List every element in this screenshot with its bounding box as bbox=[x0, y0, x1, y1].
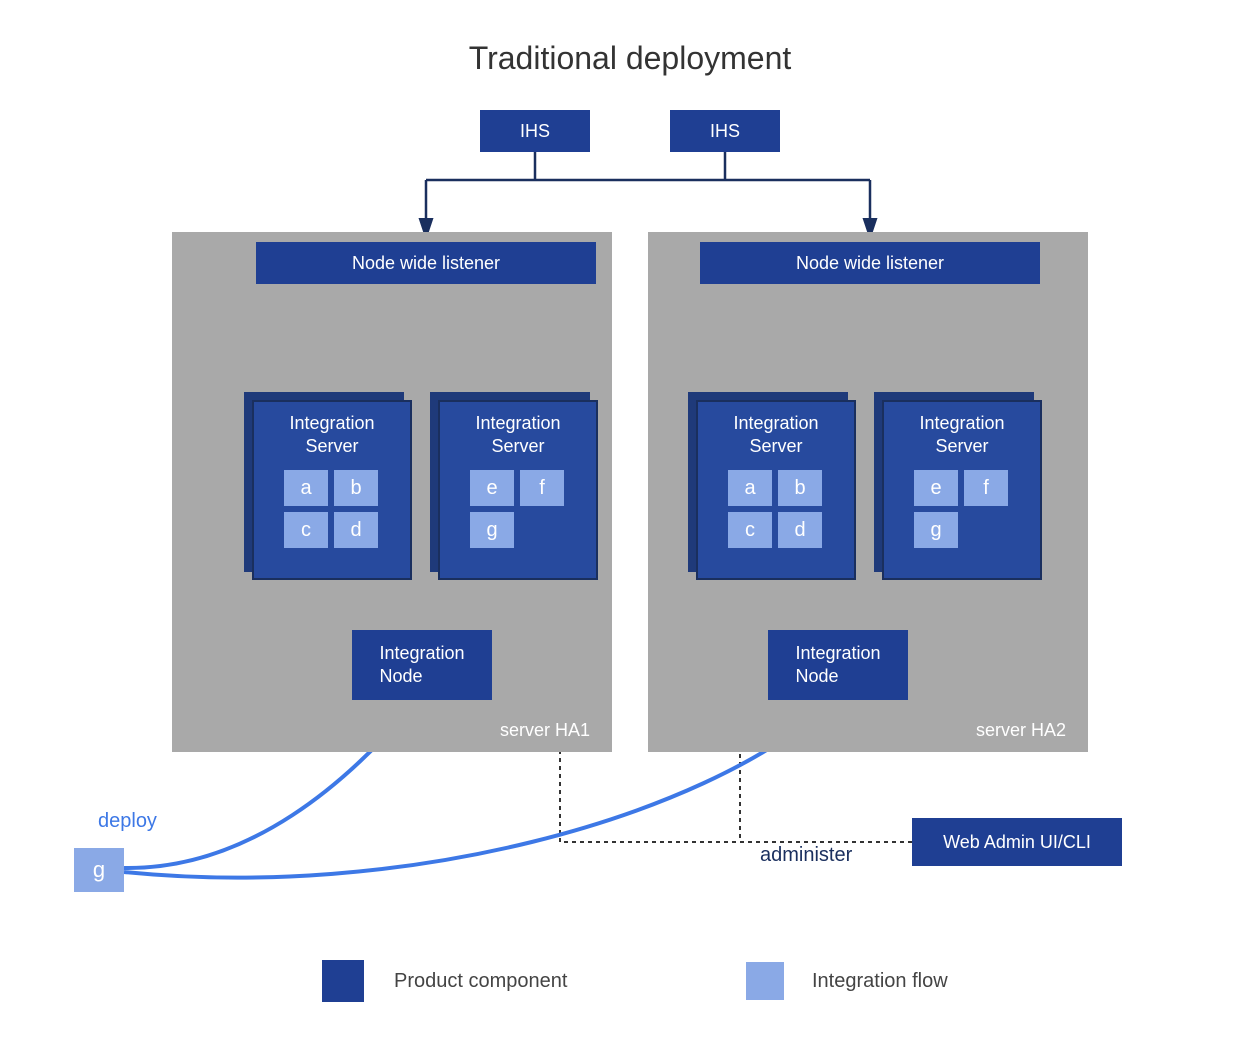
flow-grid-1b: e f g bbox=[470, 470, 564, 548]
flow-box: a bbox=[284, 470, 328, 506]
node-listener-2: Node wide listener bbox=[700, 242, 1040, 284]
ihs-box-1: IHS bbox=[480, 110, 590, 152]
ihs-box-2: IHS bbox=[670, 110, 780, 152]
ihs-label: IHS bbox=[520, 121, 550, 142]
listener-label: Node wide listener bbox=[352, 253, 500, 274]
flow-box: e bbox=[914, 470, 958, 506]
int-server-label: Integration Server bbox=[254, 412, 410, 459]
legend-product-label: Product component bbox=[394, 970, 567, 993]
flow-box: d bbox=[334, 512, 378, 548]
int-node-label: Integration Node bbox=[795, 642, 880, 689]
listener-label: Node wide listener bbox=[796, 253, 944, 274]
integration-node-1: Integration Node bbox=[352, 630, 492, 700]
legend-flow-label: Integration flow bbox=[812, 970, 948, 993]
flow-box: g bbox=[470, 512, 514, 548]
flow-box: b bbox=[778, 470, 822, 506]
flow-box: c bbox=[728, 512, 772, 548]
integration-server-2a: Integration Server a b c d bbox=[696, 400, 856, 580]
deploy-label: deploy bbox=[98, 810, 157, 833]
flow-box: f bbox=[964, 470, 1008, 506]
diagram-title: Traditional deployment bbox=[0, 40, 1260, 77]
integration-server-1a: Integration Server a b c d bbox=[252, 400, 412, 580]
node-listener-1: Node wide listener bbox=[256, 242, 596, 284]
legend-product-swatch bbox=[322, 960, 364, 1002]
server-label-ha2: server HA2 bbox=[976, 720, 1066, 741]
flow-box: g bbox=[914, 512, 958, 548]
flow-box: f bbox=[520, 470, 564, 506]
web-admin-label: Web Admin UI/CLI bbox=[943, 832, 1091, 853]
web-admin-box: Web Admin UI/CLI bbox=[912, 818, 1122, 866]
g-source-label: g bbox=[93, 857, 105, 883]
flow-box: b bbox=[334, 470, 378, 506]
server-label-ha1: server HA1 bbox=[500, 720, 590, 741]
flow-grid-2a: a b c d bbox=[728, 470, 822, 548]
flow-grid-1a: a b c d bbox=[284, 470, 378, 548]
integration-server-1b: Integration Server e f g bbox=[438, 400, 598, 580]
int-server-label: Integration Server bbox=[884, 412, 1040, 459]
flow-grid-2b: e f g bbox=[914, 470, 1008, 548]
flow-box: c bbox=[284, 512, 328, 548]
ihs-label: IHS bbox=[710, 121, 740, 142]
administer-label: administer bbox=[760, 844, 852, 867]
integration-server-2b: Integration Server e f g bbox=[882, 400, 1042, 580]
flow-box: d bbox=[778, 512, 822, 548]
int-node-label: Integration Node bbox=[379, 642, 464, 689]
flow-box: e bbox=[470, 470, 514, 506]
legend-flow-swatch bbox=[746, 962, 784, 1000]
integration-node-2: Integration Node bbox=[768, 630, 908, 700]
int-server-label: Integration Server bbox=[698, 412, 854, 459]
flow-box: a bbox=[728, 470, 772, 506]
int-server-label: Integration Server bbox=[440, 412, 596, 459]
deploy-source-g: g bbox=[74, 848, 124, 892]
